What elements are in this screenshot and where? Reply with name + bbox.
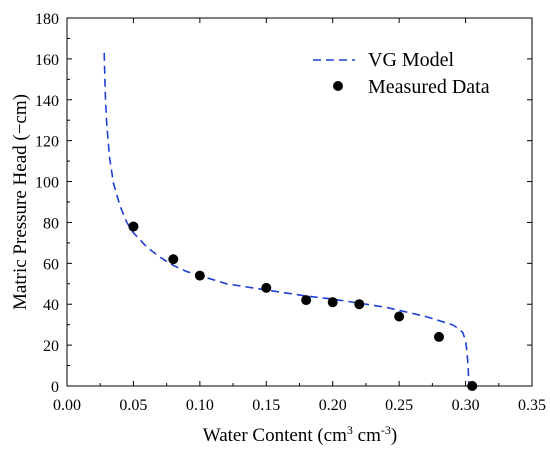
x-tick-label: 0.15 [252, 397, 280, 414]
x-tick-label: 0.30 [452, 397, 480, 414]
measured-data-points [128, 221, 478, 391]
x-tick-label: 0.10 [186, 397, 214, 414]
y-axis-ticks: 0 20 40 60 80 100 120 140 160 180 [35, 11, 532, 396]
data-point [467, 381, 478, 391]
x-axis-label-superscript: -3 [381, 423, 391, 437]
data-point [168, 254, 179, 265]
x-tick-label: 0.00 [53, 397, 81, 414]
plot-frame [66, 17, 533, 387]
y-tick-label: 20 [43, 338, 59, 355]
y-tick-label: 180 [35, 11, 59, 28]
y-tick-label: 160 [35, 52, 59, 69]
data-point [327, 297, 338, 308]
x-axis-label-superscript: 3 [347, 423, 353, 437]
data-point [301, 295, 312, 306]
data-point [434, 331, 444, 342]
y-tick-label: 80 [43, 215, 59, 232]
y-tick-label: 120 [35, 134, 59, 151]
x-tick-label: 0.25 [385, 397, 413, 414]
data-point [261, 282, 272, 293]
y-tick-label: 60 [43, 256, 59, 273]
x-axis-label-part: Water Content (cm [203, 425, 347, 446]
x-axis-label: Water Content (cm3 cm-3) [203, 423, 397, 446]
y-tick-label: 100 [35, 175, 59, 192]
legend: VG Model Measured Data [313, 49, 490, 98]
y-tick-label: 0 [51, 379, 59, 396]
legend-vg-model-label: VG Model [368, 49, 455, 71]
y-tick-label: 140 [35, 93, 59, 110]
data-point [194, 270, 205, 281]
x-tick-label: 0.05 [119, 397, 147, 414]
x-axis-label-part: ) [391, 425, 397, 446]
x-axis-label-part: cm [353, 425, 381, 446]
x-tick-label: 0.35 [518, 397, 546, 414]
vg-model-line [103, 52, 470, 387]
x-axis-ticks: 0.00 0.05 0.10 0.15 0.20 0.25 0.30 0.35 [53, 18, 546, 414]
data-point [394, 311, 405, 322]
data-point [354, 299, 365, 310]
legend-measured-data-marker [333, 81, 343, 91]
legend-measured-data-label: Measured Data [368, 76, 490, 98]
x-tick-label: 0.20 [319, 397, 347, 414]
data-point [128, 221, 139, 232]
y-axis-label: Matric Pressure Head (−cm) [10, 94, 31, 310]
y-tick-label: 40 [43, 297, 59, 314]
